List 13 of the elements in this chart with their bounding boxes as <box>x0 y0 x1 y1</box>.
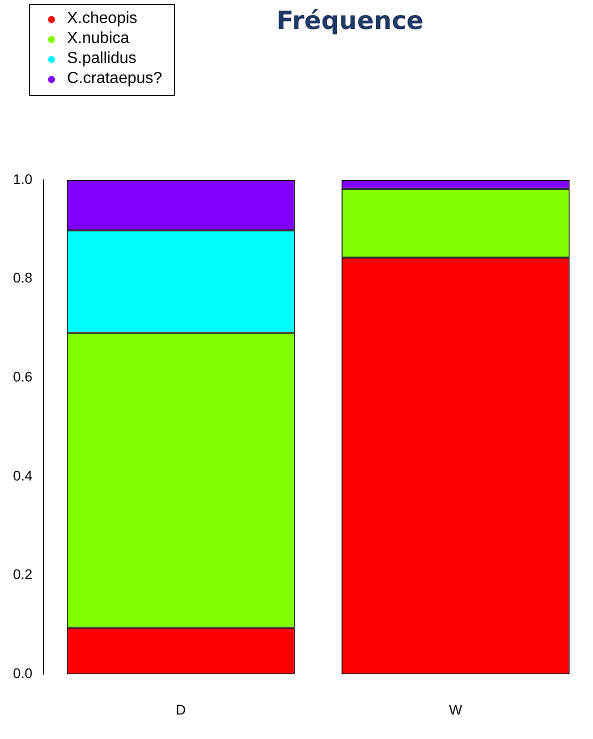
y-tick-label: 0.0 <box>12 665 33 682</box>
y-tick-label: 1.0 <box>12 170 33 187</box>
y-tick-label: 0.8 <box>12 270 33 286</box>
x-tick-label: D <box>176 701 186 718</box>
y-tick-label: 0.6 <box>12 368 33 385</box>
y-tick-label: 0.2 <box>12 566 33 582</box>
x-tick-label: W <box>449 701 464 718</box>
y-tick-label: 0.4 <box>12 467 33 484</box>
legend-label: X.nubica <box>67 29 130 49</box>
chart-title: Fréquence <box>276 6 424 35</box>
legend-label: X.cheopis <box>67 9 138 29</box>
legend-label: S.pallidus <box>67 49 136 69</box>
legend-label: C.crataepus? <box>67 69 162 89</box>
